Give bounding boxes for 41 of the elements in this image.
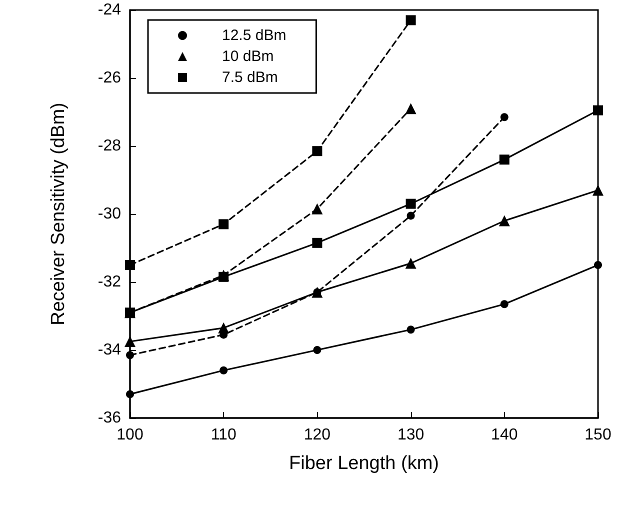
point [313, 346, 322, 354]
point [312, 203, 323, 214]
point [220, 366, 228, 374]
x-tick-label: 150 [584, 426, 612, 444]
point [312, 146, 322, 156]
point [312, 238, 322, 248]
x-tick-label: 100 [116, 426, 144, 444]
legend-label: 10 dBm [222, 48, 274, 65]
y-tick-label: -32 [98, 274, 122, 290]
point [499, 154, 510, 165]
point [126, 390, 134, 398]
point [406, 198, 416, 209]
point [405, 258, 416, 269]
point [405, 103, 416, 114]
point [126, 351, 134, 360]
point [592, 184, 604, 196]
point [594, 261, 602, 269]
point [498, 215, 510, 226]
x-tick-label: 130 [397, 426, 424, 444]
y-tick-label: -36 [98, 410, 122, 426]
legend-label: 12.5 dBm [222, 27, 286, 44]
x-tick-label: 120 [304, 426, 331, 444]
point [406, 212, 415, 220]
y-tick-label: -30 [98, 206, 122, 222]
y-tick-label: -34 [98, 342, 122, 358]
point [406, 326, 415, 334]
point [218, 219, 229, 230]
point [124, 336, 136, 347]
x-axis-title: Fiber Length (km) [289, 453, 439, 474]
point [500, 300, 508, 308]
x-tick-label: 110 [210, 426, 236, 444]
y-tick-label: -24 [98, 2, 122, 18]
y-axis-title: Receiver Sensitivity (dBm) [48, 102, 69, 326]
point [500, 113, 508, 122]
x-tick-label: 140 [491, 426, 518, 444]
point [125, 260, 135, 270]
legend-label: 7.5 dBm [222, 69, 278, 86]
point [406, 15, 416, 26]
point [593, 105, 603, 116]
y-tick-label: -26 [98, 70, 122, 86]
y-tick-label: -28 [98, 138, 122, 154]
